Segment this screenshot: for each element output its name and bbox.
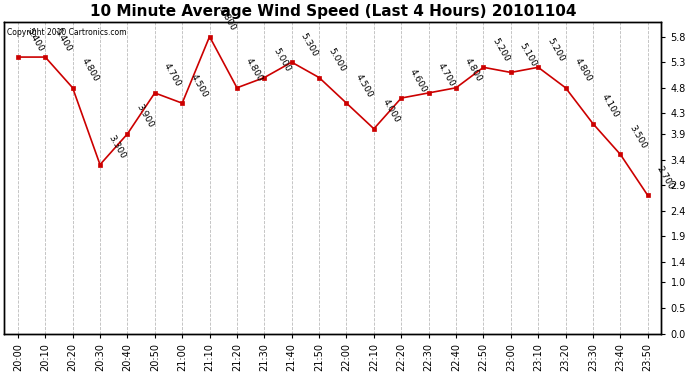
Text: 5.400: 5.400 (52, 26, 73, 53)
Text: 5.800: 5.800 (217, 6, 237, 32)
Text: 4.000: 4.000 (381, 98, 402, 124)
Text: 4.800: 4.800 (79, 57, 100, 84)
Text: 4.700: 4.700 (161, 62, 182, 89)
Text: 4.700: 4.700 (435, 62, 456, 89)
Text: 2.700: 2.700 (655, 164, 676, 191)
Text: 4.800: 4.800 (244, 57, 264, 84)
Text: 5.000: 5.000 (326, 46, 347, 74)
Text: 4.100: 4.100 (600, 93, 620, 120)
Text: 4.800: 4.800 (573, 57, 593, 84)
Text: 5.300: 5.300 (299, 31, 319, 58)
Text: 3.500: 3.500 (627, 123, 648, 150)
Text: 3.900: 3.900 (135, 103, 155, 130)
Text: 5.000: 5.000 (271, 46, 292, 74)
Text: 4.800: 4.800 (463, 57, 484, 84)
Text: 5.200: 5.200 (491, 36, 511, 63)
Text: 4.500: 4.500 (353, 72, 374, 99)
Text: 5.100: 5.100 (518, 41, 538, 68)
Text: 4.600: 4.600 (408, 67, 429, 94)
Text: 5.200: 5.200 (545, 36, 566, 63)
Text: 4.500: 4.500 (189, 72, 210, 99)
Text: Copyright 2010 Cartronics.com: Copyright 2010 Cartronics.com (8, 28, 127, 37)
Title: 10 Minute Average Wind Speed (Last 4 Hours) 20101104: 10 Minute Average Wind Speed (Last 4 Hou… (90, 4, 576, 19)
Text: 3.300: 3.300 (107, 134, 128, 160)
Text: 5.400: 5.400 (25, 26, 46, 53)
